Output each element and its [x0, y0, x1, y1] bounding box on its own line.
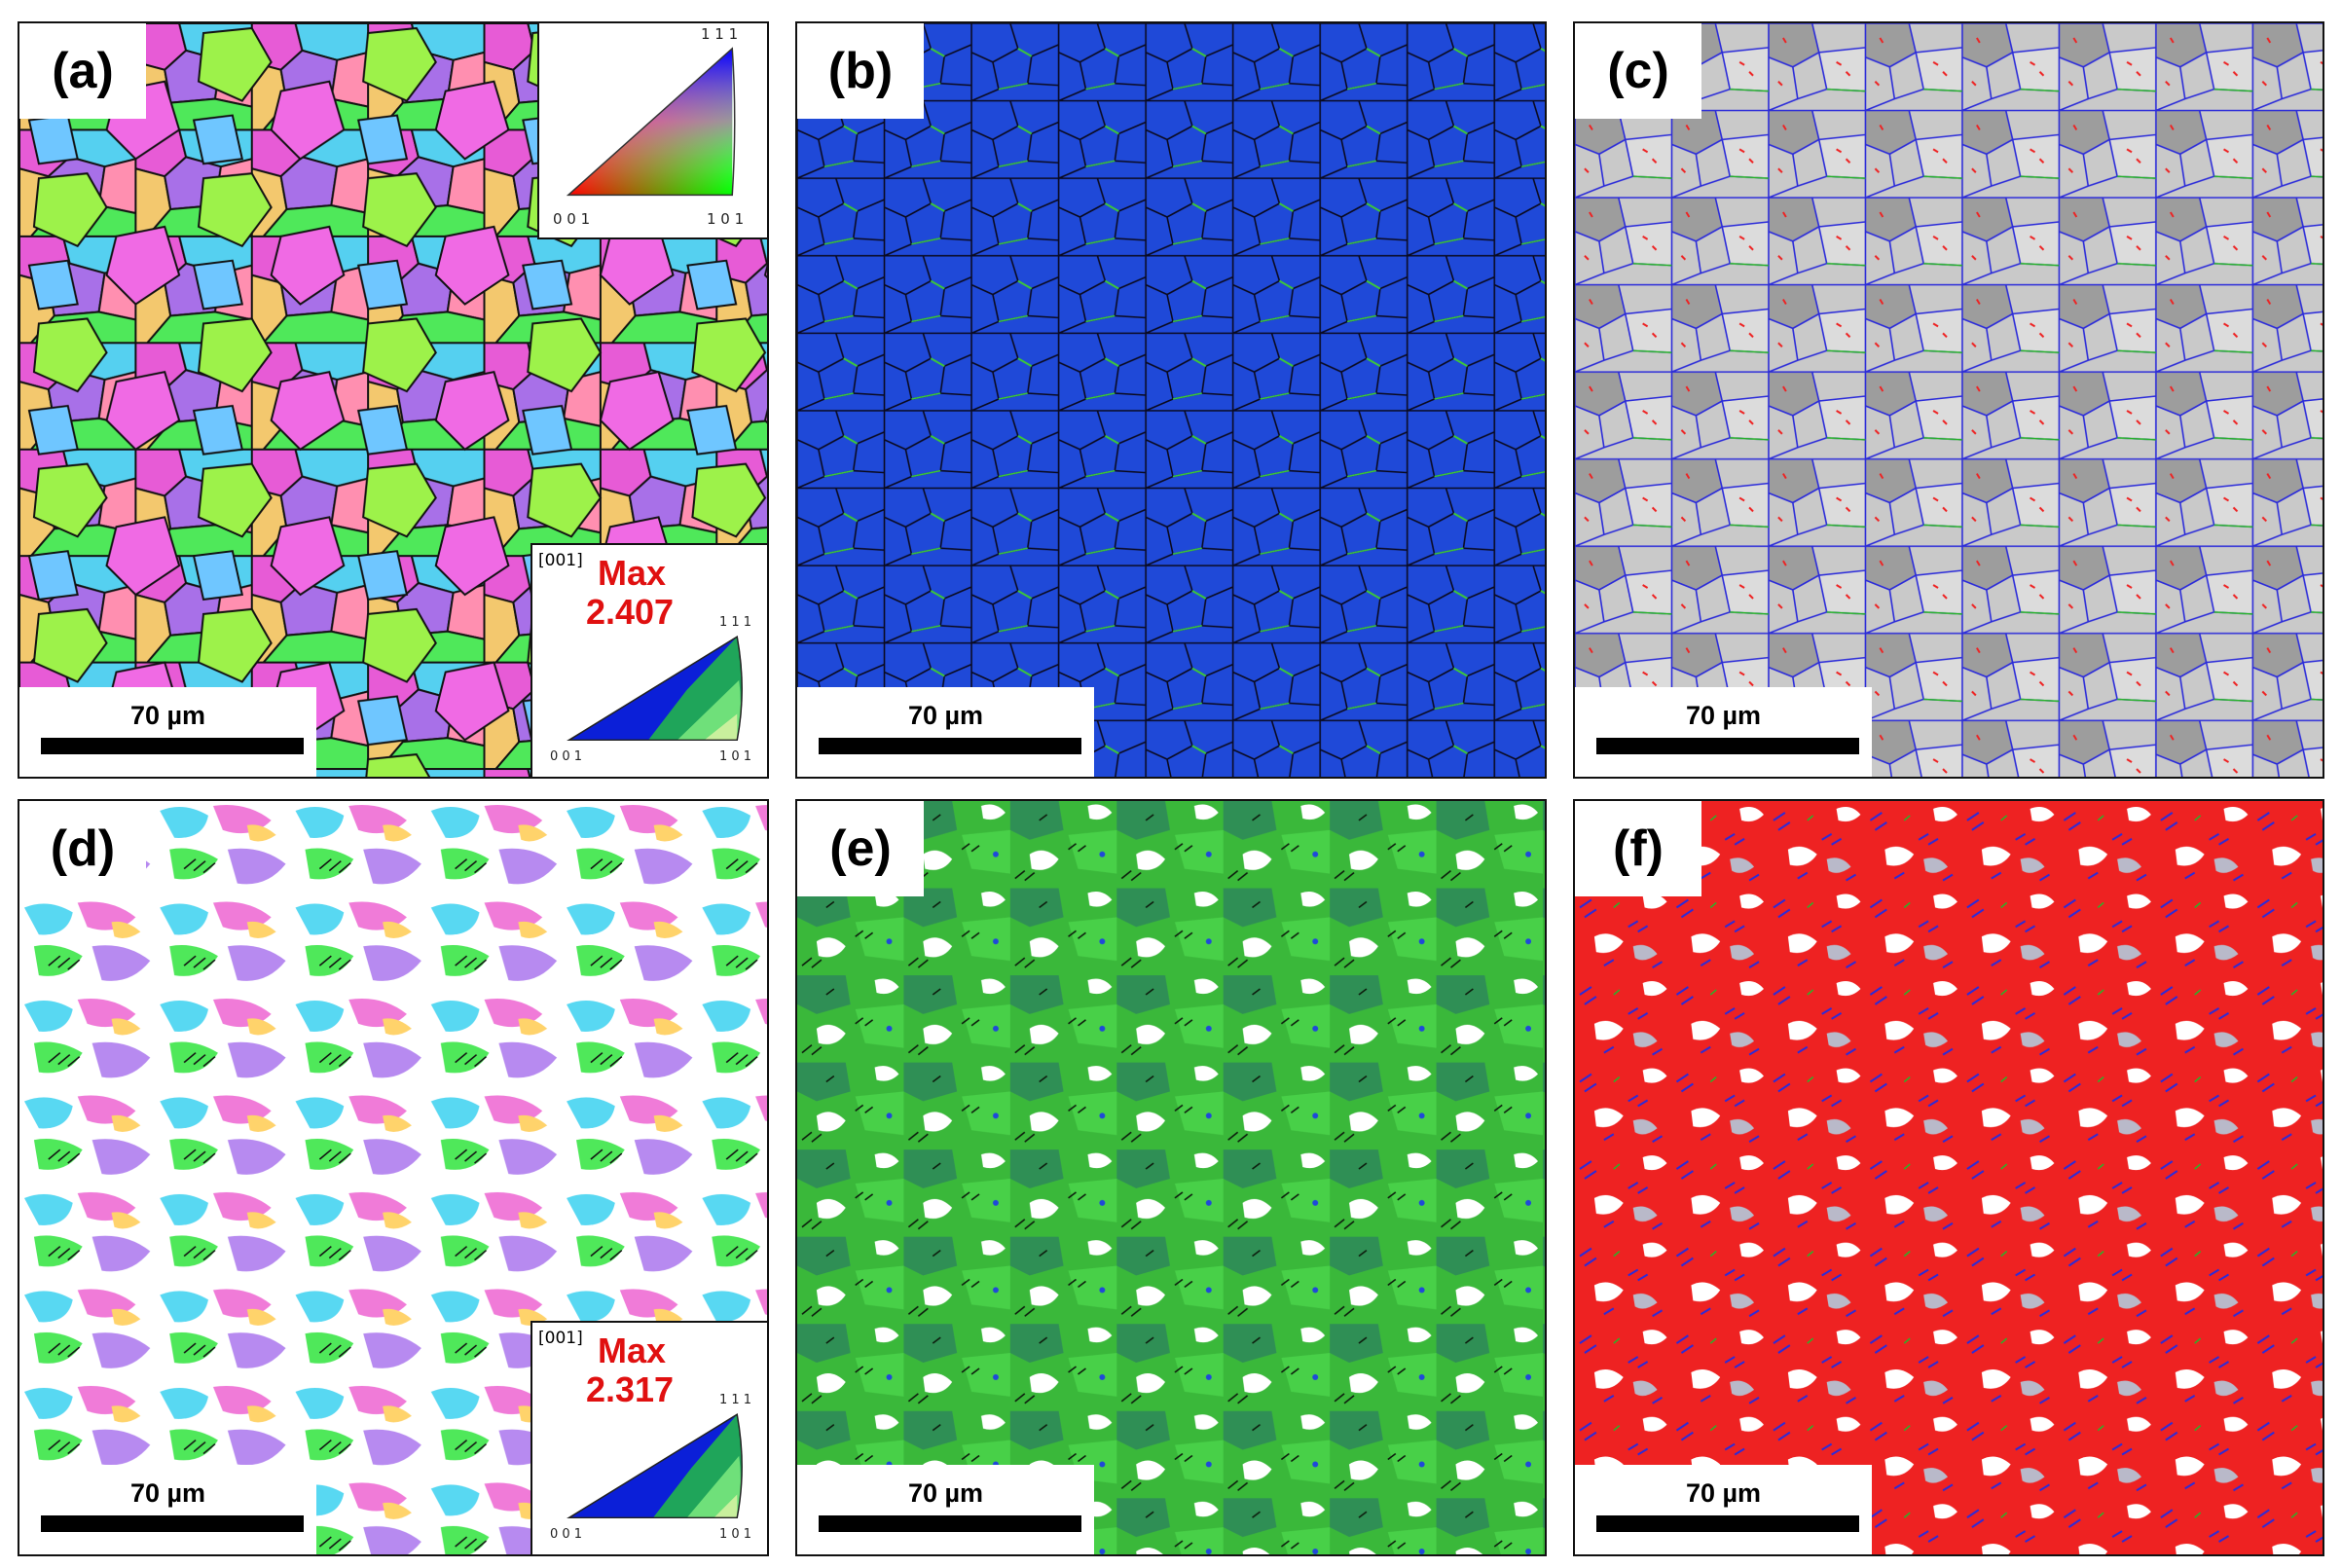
scale-bar: 70 µm [1575, 1465, 1872, 1554]
scale-bar-line [819, 738, 1081, 754]
boundary-map-c [1575, 23, 2323, 777]
panel-f-boundary-map: (f) 70 µm [1573, 799, 2324, 1556]
ipf-color-triangle [566, 47, 736, 197]
scale-bar-label: 70 µm [1685, 1478, 1762, 1508]
scale-bar-line [41, 738, 304, 754]
scale-bar-label: 70 µm [129, 1478, 206, 1508]
pole-figure-contours [567, 636, 743, 742]
pole-max-label: Max [597, 553, 667, 593]
pole-direction: [001] [538, 1329, 583, 1348]
scale-bar-line [41, 1515, 304, 1532]
panel-label: (f) [1575, 801, 1701, 896]
inverse-pole-figure: [001] Max 2.317 1 1 1 0 0 1 1 0 1 [530, 1321, 767, 1554]
pole-corner-111: 1 1 1 [719, 1393, 752, 1407]
pole-corner-001: 0 0 1 [550, 1527, 583, 1542]
panel-d-ipf-map: (d) [001] Max 2.317 1 1 1 0 0 1 1 0 1 70… [18, 799, 769, 1556]
pole-max-value: 2.317 [585, 1369, 675, 1409]
scale-bar-line [1596, 1515, 1859, 1532]
scale-bar-label: 70 µm [907, 701, 984, 730]
kam-map-b [797, 23, 1545, 777]
panel-a-ipf-map: (a) 1 1 1 0 0 1 1 0 1 [18, 21, 769, 779]
pole-max-value: 2.407 [585, 592, 675, 632]
scale-bar: 70 µm [1575, 687, 1872, 777]
panel-label: (e) [797, 801, 924, 896]
pole-corner-101: 1 0 1 [719, 1527, 752, 1542]
pole-corner-001: 0 0 1 [550, 749, 583, 764]
ipf-color-key: 1 1 1 0 0 1 1 0 1 [537, 23, 767, 239]
ipf-key-111: 1 1 1 [701, 25, 739, 43]
scale-bar: 70 µm [19, 1465, 316, 1554]
scale-bar: 70 µm [19, 687, 316, 777]
pole-corner-111: 1 1 1 [719, 615, 752, 630]
pole-max-label: Max [597, 1331, 667, 1370]
scale-bar-line [819, 1515, 1081, 1532]
panel-label: (a) [19, 23, 146, 119]
inverse-pole-figure: [001] Max 2.407 1 1 1 0 0 1 1 0 1 [530, 543, 767, 777]
panel-label: (c) [1575, 23, 1701, 119]
boundary-map-f [1575, 801, 2323, 1554]
scale-bar-label: 70 µm [1685, 701, 1762, 730]
panel-b-kam-map: (b) 70 µm [795, 21, 1547, 779]
scale-bar: 70 µm [797, 1465, 1094, 1554]
scale-bar-label: 70 µm [129, 701, 206, 730]
scale-bar: 70 µm [797, 687, 1094, 777]
pole-direction: [001] [538, 551, 583, 570]
panel-e-kam-map: (e) 70 µm [795, 799, 1547, 1556]
pole-corner-101: 1 0 1 [719, 749, 752, 764]
kam-map-e [797, 801, 1545, 1554]
ipf-key-101: 1 0 1 [707, 210, 745, 228]
panel-label: (b) [797, 23, 924, 119]
scale-bar-line [1596, 738, 1859, 754]
scale-bar-label: 70 µm [907, 1478, 984, 1508]
panel-label: (d) [19, 801, 146, 896]
ipf-key-001: 0 0 1 [553, 210, 591, 228]
pole-figure-contours [567, 1413, 743, 1519]
panel-c-boundary-map: (c) 70 µm [1573, 21, 2324, 779]
